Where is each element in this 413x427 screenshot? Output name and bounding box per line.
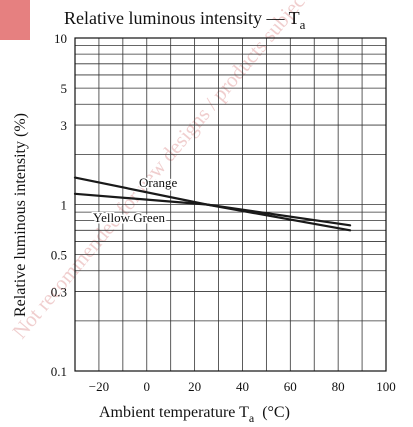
x-tick-label: 80	[332, 379, 345, 394]
y-tick-label: 0.3	[51, 285, 67, 300]
series-line-yellow-green	[73, 192, 352, 227]
x-axis-label-unit: (°C)	[262, 404, 290, 421]
x-tick-label: −20	[89, 379, 109, 394]
chart-title-subscript: a	[300, 17, 306, 32]
x-axis-label: Ambient temperature Ta (°C)	[99, 404, 290, 425]
series-labels: Orange Yellow Green	[92, 174, 179, 227]
x-tick-label: 100	[376, 379, 396, 394]
x-tick-label: 0	[144, 379, 151, 394]
series-label-orange: Orange	[139, 175, 177, 190]
y-tick-label: 0.1	[51, 364, 67, 379]
series-group	[73, 176, 352, 232]
y-tick-label: 1	[61, 198, 68, 213]
y-tick-label: 3	[61, 118, 68, 133]
y-axis-label: Relative luminous intensity (%)	[12, 113, 29, 317]
y-tick-label: 0.5	[51, 248, 67, 263]
x-axis-label-main: Ambient temperature T	[99, 404, 249, 421]
x-tick-label: 20	[188, 379, 201, 394]
y-tick-label: 5	[61, 81, 68, 96]
x-tick-label: 60	[284, 379, 297, 394]
x-axis-label-subscript: a	[249, 411, 255, 425]
series-label-yellow-green: Yellow Green	[93, 210, 165, 225]
x-tick-label: 40	[236, 379, 249, 394]
chart-title: Relative luminous intensity — Ta	[64, 8, 306, 32]
x-tick-labels: −20 0 20 40 60 80 100	[89, 379, 396, 394]
watermark-logo	[0, 0, 30, 40]
plot-frame	[74, 37, 387, 372]
grid	[75, 38, 386, 371]
chart-title-main: Relative luminous intensity — T	[64, 8, 300, 28]
y-tick-labels: 0.1 0.3 0.5 1 3 5 10	[51, 31, 67, 379]
y-tick-label: 10	[54, 31, 67, 46]
